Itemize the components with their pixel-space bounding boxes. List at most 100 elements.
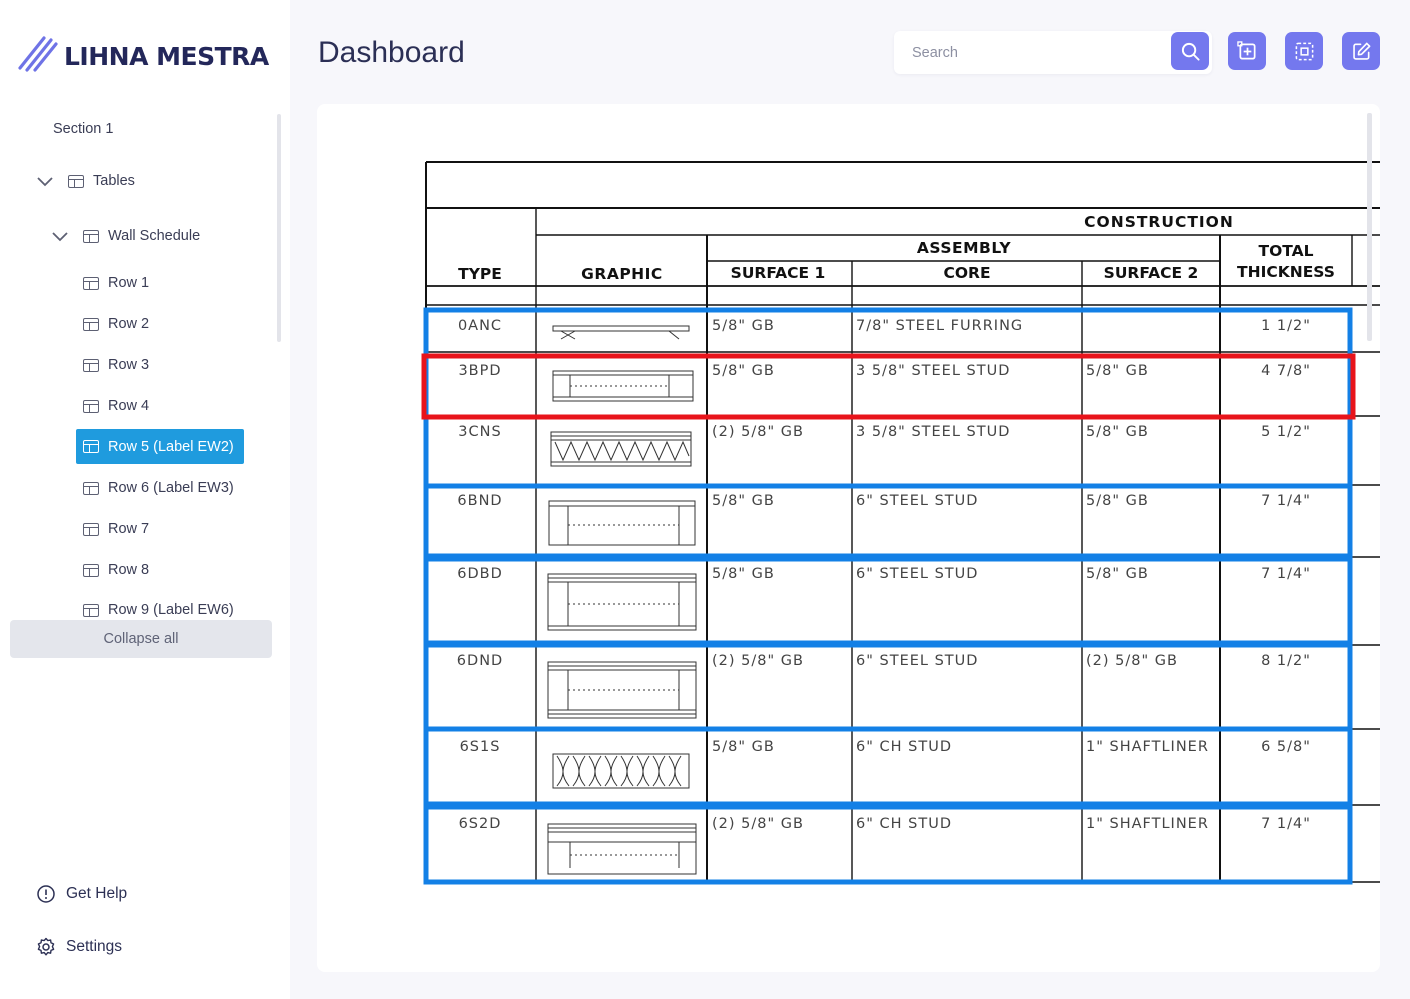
cell-surface-1: (2) 5/8" GB (712, 424, 804, 440)
wall-graphic (552, 325, 690, 340)
sidebar-item-row-8[interactable]: Row 8 (83, 562, 149, 578)
wall-graphic (550, 431, 692, 467)
cell-core: 6" CH STUD (856, 816, 952, 832)
select-region-button[interactable] (1285, 32, 1323, 70)
sidebar-item-row-6[interactable]: Row 6 (Label EW3) (83, 480, 234, 496)
header-type: TYPE (458, 265, 502, 283)
tables-label: Tables (93, 173, 135, 189)
table-icon (83, 440, 99, 453)
cell-total: 7 1/4" (1261, 493, 1311, 509)
header-surface-2: SURFACE 2 (1104, 264, 1199, 282)
search-button[interactable] (1171, 32, 1209, 70)
sidebar-item-row-2[interactable]: Row 2 (83, 316, 149, 332)
search-icon (1181, 42, 1200, 61)
sidebar-item-row-3[interactable]: Row 3 (83, 357, 149, 373)
cell-surface-2: 5/8" GB (1086, 493, 1149, 509)
cell-type: 0ANC (458, 318, 502, 334)
table-icon (83, 229, 99, 243)
sidebar-item-row-9[interactable]: Row 9 (Label EW6) (83, 602, 234, 618)
row-label: Row 7 (108, 521, 150, 537)
select-region-icon (1295, 42, 1313, 60)
cell-core: 7/8" STEEL FURRING (856, 318, 1023, 334)
search-input[interactable] (894, 31, 1170, 74)
chevron-down-icon[interactable] (36, 172, 54, 190)
table-icon (83, 399, 99, 413)
cell-surface-2: (2) 5/8" GB (1086, 653, 1178, 669)
cell-total: 8 1/2" (1261, 653, 1311, 669)
document-viewer[interactable]: CONSTRUCTION ASSEMBLY TOTAL THICKNESS TY… (317, 104, 1380, 972)
row-label: Row 8 (108, 562, 150, 578)
cell-type: 6DND (457, 653, 503, 669)
wall-schedule-document: CONSTRUCTION ASSEMBLY TOTAL THICKNESS TY… (421, 161, 1380, 885)
add-box-icon (1236, 40, 1256, 60)
sidebar-item-row-4[interactable]: Row 4 (83, 398, 149, 414)
cell-total: 1 1/2" (1261, 318, 1311, 334)
row-selection-box[interactable] (423, 804, 1353, 885)
settings-label: Settings (66, 938, 123, 955)
wall-schedule-label: Wall Schedule (108, 228, 201, 244)
section-label: Section 1 (53, 121, 114, 137)
edit-icon (1352, 42, 1370, 60)
table-icon (83, 358, 99, 372)
table-icon (83, 563, 99, 577)
help-label: Get Help (66, 885, 128, 902)
get-help-link[interactable]: Get Help (36, 884, 127, 904)
cell-type: 3CNS (458, 424, 501, 440)
document-scrollbar[interactable] (1367, 113, 1372, 341)
cell-total: 5 1/2" (1261, 424, 1311, 440)
highlighted-row-box[interactable] (421, 353, 1356, 420)
cell-core: 6" STEEL STUD (856, 566, 978, 582)
help-circle-icon (37, 885, 55, 903)
row-label: Row 1 (108, 275, 150, 291)
row-label: Row 3 (108, 357, 150, 373)
cell-type: 6S2D (459, 816, 502, 832)
wall-graphic (547, 573, 697, 631)
header-surface-1: SURFACE 1 (731, 264, 826, 282)
row-selection-box[interactable] (423, 483, 1353, 559)
settings-link[interactable]: Settings (36, 937, 122, 957)
cell-core: 6" STEEL STUD (856, 653, 978, 669)
cell-type: 3BPD (458, 363, 501, 379)
add-region-button[interactable] (1228, 32, 1266, 70)
cell-surface-1: 5/8" GB (712, 363, 775, 379)
wall-graphic (552, 370, 694, 402)
header-thickness: THICKNESS (1237, 263, 1335, 281)
search-bar (894, 31, 1212, 74)
row-label: Row 9 (Label EW6) (108, 602, 234, 618)
tree-wall-schedule[interactable]: Wall Schedule (51, 227, 200, 245)
header-assembly: ASSEMBLY (917, 239, 1011, 257)
sidebar-item-row-5[interactable]: Row 5 (Label EW2) (76, 429, 244, 464)
cell-type: 6S1S (460, 739, 501, 755)
sidebar-item-row-7[interactable]: Row 7 (83, 521, 149, 537)
page-title: Dashboard (318, 36, 465, 69)
edit-button[interactable] (1342, 32, 1380, 70)
tree-section-1[interactable]: Section 1 (53, 121, 113, 137)
row-label: Row 4 (108, 398, 150, 414)
tree-tables[interactable]: Tables (36, 172, 135, 190)
cell-total: 7 1/4" (1261, 816, 1311, 832)
cell-core: 6" STEEL STUD (856, 493, 978, 509)
header-core: CORE (943, 264, 990, 282)
cell-surface-2: 1" SHAFTLINER (1086, 816, 1209, 832)
sidebar: LIHNA MESTRA Section 1 Tables Wall Sched… (0, 0, 290, 999)
cell-surface-2: 1" SHAFTLINER (1086, 739, 1209, 755)
row-label: Row 2 (108, 316, 150, 332)
sidebar-item-row-1[interactable]: Row 1 (83, 275, 149, 291)
wall-graphic (547, 661, 697, 719)
collapse-all-button[interactable]: Collapse all (10, 620, 272, 658)
cell-core: 3 5/8" STEEL STUD (856, 424, 1010, 440)
cell-surface-2: 5/8" GB (1086, 566, 1149, 582)
cell-total: 6 5/8" (1261, 739, 1311, 755)
logo-icon (18, 36, 58, 72)
sidebar-scrollbar[interactable] (277, 114, 281, 342)
row-selection-box[interactable] (423, 726, 1353, 807)
brand-logo[interactable]: LIHNA MESTRA (18, 34, 269, 72)
table-icon (68, 174, 84, 188)
wall-graphic (547, 823, 697, 875)
cell-surface-1: 5/8" GB (712, 318, 775, 334)
cell-core: 3 5/8" STEEL STUD (856, 363, 1010, 379)
wall-graphic (548, 500, 696, 546)
chevron-down-icon[interactable] (51, 227, 69, 245)
cell-surface-1: (2) 5/8" GB (712, 653, 804, 669)
cell-core: 6" CH STUD (856, 739, 952, 755)
